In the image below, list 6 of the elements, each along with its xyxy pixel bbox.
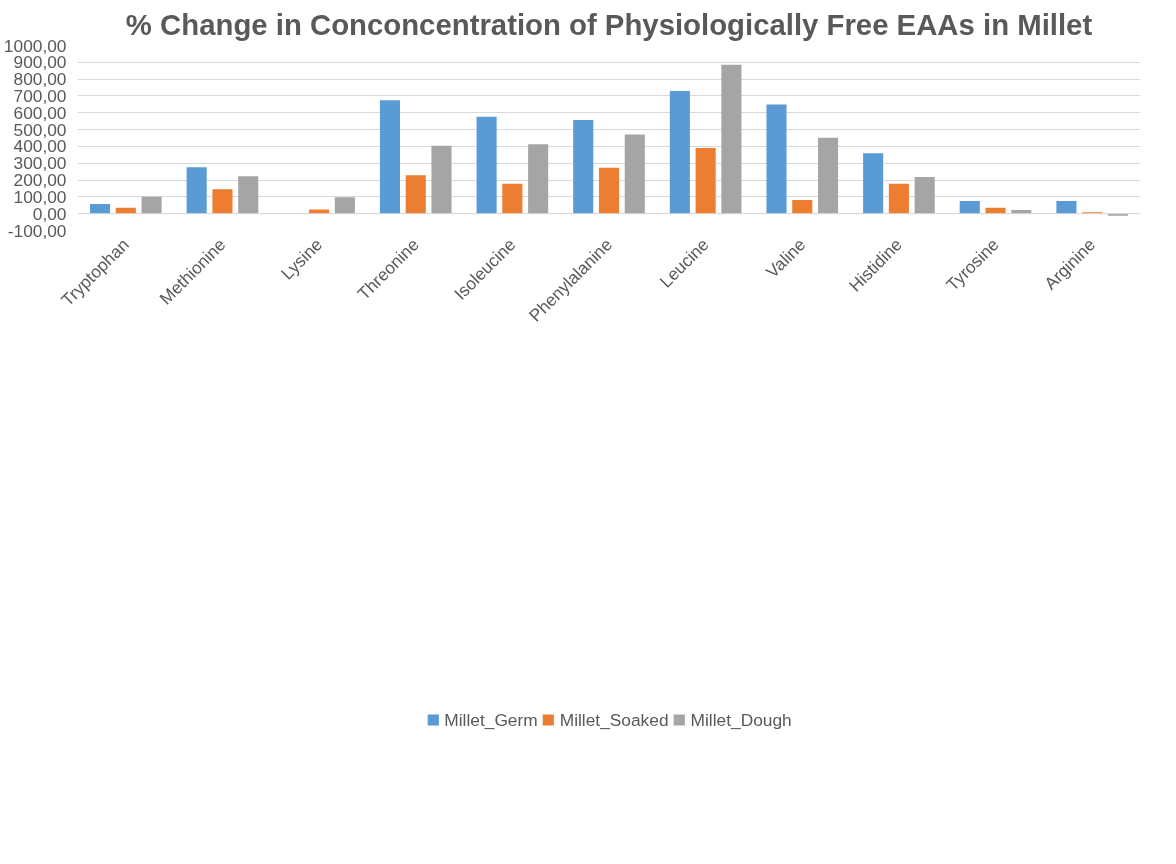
y-tick-label: 1000,00 (3, 35, 67, 56)
legend-label: Millet_Dough (690, 709, 792, 731)
legend-label: Millet_Soaked (559, 709, 669, 731)
legend-label: Millet_Germ (444, 709, 538, 731)
y-tick-label: 800,00 (13, 69, 67, 90)
chart-title: % Change in Conconcentration of Physiologically Free EAAs in Millet (125, 7, 1093, 41)
